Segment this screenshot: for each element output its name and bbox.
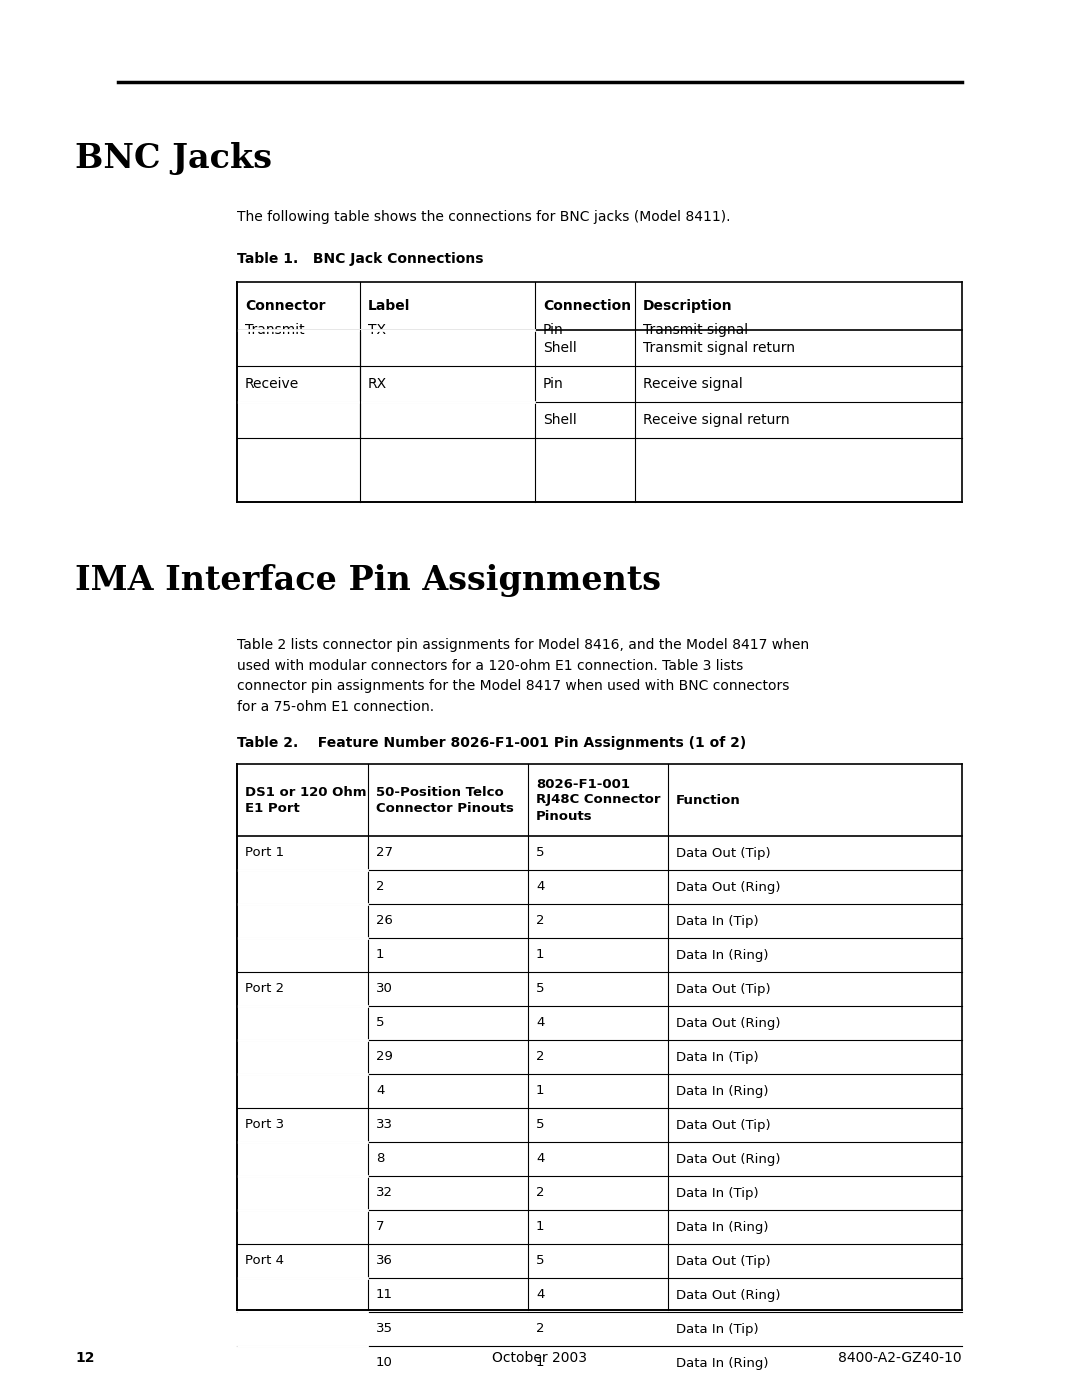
Text: 2: 2	[536, 915, 544, 928]
Text: 4: 4	[536, 1288, 544, 1302]
Text: 29: 29	[376, 1051, 393, 1063]
Text: Data Out (Ring): Data Out (Ring)	[676, 1153, 781, 1165]
Text: 2: 2	[536, 1051, 544, 1063]
Text: October 2003: October 2003	[492, 1351, 588, 1365]
Text: IMA Interface Pin Assignments: IMA Interface Pin Assignments	[75, 564, 661, 597]
Text: 33: 33	[376, 1119, 393, 1132]
Text: Port 1: Port 1	[245, 847, 284, 859]
Text: Connector: Connector	[245, 299, 325, 313]
Text: Data In (Tip): Data In (Tip)	[676, 1051, 758, 1063]
Text: Pin: Pin	[543, 323, 564, 337]
Text: Port 2: Port 2	[245, 982, 284, 996]
Text: BNC Jacks: BNC Jacks	[75, 142, 272, 175]
Text: Receive signal: Receive signal	[643, 377, 743, 391]
Text: Data Out (Tip): Data Out (Tip)	[676, 1255, 771, 1267]
Text: 8026-F1-001
RJ48C Connector
Pinouts: 8026-F1-001 RJ48C Connector Pinouts	[536, 778, 661, 823]
Text: 1: 1	[376, 949, 384, 961]
Text: 10: 10	[376, 1356, 393, 1369]
Text: Table 2.    Feature Number 8026-F1-001 Pin Assignments (1 of 2): Table 2. Feature Number 8026-F1-001 Pin …	[237, 736, 746, 750]
Text: Port 3: Port 3	[245, 1119, 284, 1132]
Text: 35: 35	[376, 1323, 393, 1336]
Text: 5: 5	[536, 847, 544, 859]
Text: 5: 5	[536, 1119, 544, 1132]
Text: 36: 36	[376, 1255, 393, 1267]
Text: 32: 32	[376, 1186, 393, 1200]
Text: Data In (Tip): Data In (Tip)	[676, 1323, 758, 1336]
Text: Data Out (Tip): Data Out (Tip)	[676, 982, 771, 996]
Text: 2: 2	[376, 880, 384, 894]
Text: 2: 2	[536, 1186, 544, 1200]
Text: DS1 or 120 Ohm
E1 Port: DS1 or 120 Ohm E1 Port	[245, 785, 366, 814]
Text: 1: 1	[536, 1221, 544, 1234]
Text: 4: 4	[536, 1153, 544, 1165]
Text: 1: 1	[536, 1084, 544, 1098]
Text: 50-Position Telco
Connector Pinouts: 50-Position Telco Connector Pinouts	[376, 785, 514, 814]
Text: 26: 26	[376, 915, 393, 928]
Text: Data In (Tip): Data In (Tip)	[676, 915, 758, 928]
Text: Data In (Ring): Data In (Ring)	[676, 1221, 769, 1234]
Text: Data In (Ring): Data In (Ring)	[676, 1356, 769, 1369]
Text: 4: 4	[536, 1017, 544, 1030]
Text: 5: 5	[376, 1017, 384, 1030]
Text: Data Out (Ring): Data Out (Ring)	[676, 1017, 781, 1030]
Text: Data Out (Ring): Data Out (Ring)	[676, 1288, 781, 1302]
Text: RX: RX	[368, 377, 387, 391]
Text: Data Out (Tip): Data Out (Tip)	[676, 847, 771, 859]
Text: Table 1.   BNC Jack Connections: Table 1. BNC Jack Connections	[237, 251, 484, 265]
Text: 7: 7	[376, 1221, 384, 1234]
Text: Transmit signal return: Transmit signal return	[643, 341, 795, 355]
Text: Label: Label	[368, 299, 410, 313]
Text: Data Out (Tip): Data Out (Tip)	[676, 1119, 771, 1132]
Text: Table 2 lists connector pin assignments for Model 8416, and the Model 8417 when
: Table 2 lists connector pin assignments …	[237, 638, 809, 714]
Text: 4: 4	[376, 1084, 384, 1098]
Text: 8: 8	[376, 1153, 384, 1165]
Text: 30: 30	[376, 982, 393, 996]
Text: Pin: Pin	[543, 377, 564, 391]
Text: 27: 27	[376, 847, 393, 859]
Text: 5: 5	[536, 1255, 544, 1267]
Text: 11: 11	[376, 1288, 393, 1302]
Text: Data In (Ring): Data In (Ring)	[676, 1084, 769, 1098]
Text: 4: 4	[536, 880, 544, 894]
Text: Data In (Tip): Data In (Tip)	[676, 1186, 758, 1200]
Text: Port 4: Port 4	[245, 1255, 284, 1267]
Text: 2: 2	[536, 1323, 544, 1336]
Text: Shell: Shell	[543, 414, 577, 427]
Text: Receive: Receive	[245, 377, 299, 391]
Text: Data In (Ring): Data In (Ring)	[676, 949, 769, 961]
Text: Function: Function	[676, 793, 741, 806]
Text: TX: TX	[368, 323, 386, 337]
Text: 12: 12	[75, 1351, 95, 1365]
Text: Transmit signal: Transmit signal	[643, 323, 748, 337]
Text: Transmit: Transmit	[245, 323, 305, 337]
Text: The following table shows the connections for BNC jacks (Model 8411).: The following table shows the connection…	[237, 210, 730, 224]
Text: 1: 1	[536, 949, 544, 961]
Text: 1: 1	[536, 1356, 544, 1369]
Text: Receive signal return: Receive signal return	[643, 414, 789, 427]
Text: Data Out (Ring): Data Out (Ring)	[676, 880, 781, 894]
Text: Description: Description	[643, 299, 732, 313]
Text: 5: 5	[536, 982, 544, 996]
Text: Shell: Shell	[543, 341, 577, 355]
Text: Connection: Connection	[543, 299, 631, 313]
Text: 8400-A2-GZ40-10: 8400-A2-GZ40-10	[838, 1351, 962, 1365]
